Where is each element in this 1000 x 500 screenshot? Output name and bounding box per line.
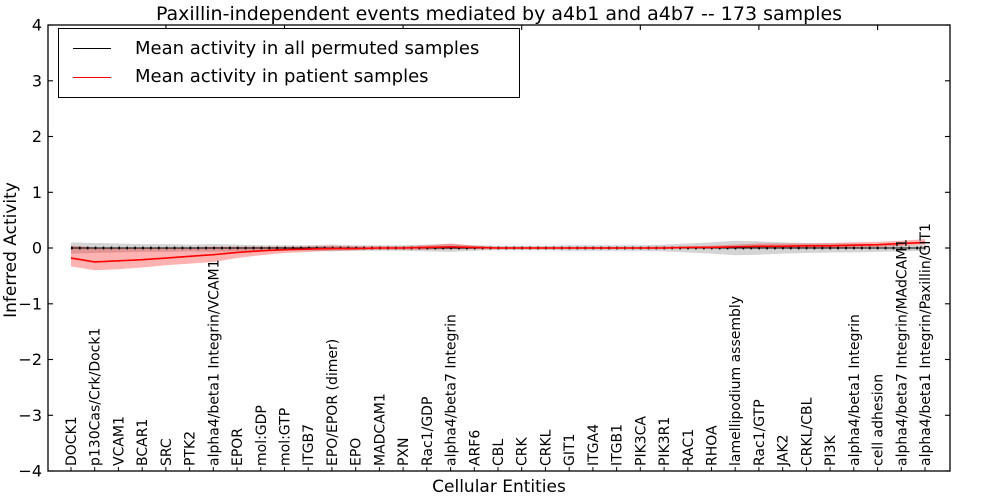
patient-line-swatch-icon [73,76,111,78]
x-tick-label: ITGB7 [301,424,317,466]
x-tick-label: SRC [159,438,175,466]
x-tick-label: alpha4/beta7 Integrin [444,314,460,466]
y-tick-label: −1 [18,294,42,313]
y-tick-label: 4 [32,16,42,35]
legend-label-permuted: Mean activity in all permuted samples [135,37,480,59]
x-tick-label: BCAR1 [135,419,151,466]
y-tick-label: 3 [32,71,42,90]
x-tick-label: PIK3R1 [657,417,673,466]
x-tick-label: mol:GDP [254,405,270,466]
x-tick-label: Rac1/GTP [752,399,768,466]
x-tick-label: PI3K [823,435,839,466]
x-tick-label: VCAM1 [111,416,127,466]
x-tick-label: alpha4/beta1 Integrin/Paxillin/GIT1 [918,223,934,466]
y-tick-label: 1 [32,183,42,202]
patient-mean-line [70,241,926,263]
x-tick-label: CBL [491,439,507,466]
y-tick-label: −3 [18,406,42,425]
x-tick-label: alpha4/beta7 Integrin/MAdCAM1 [894,239,910,466]
x-tick-label: JAK2 [776,434,792,467]
x-tick-label: alpha4/beta1 Integrin [847,314,863,466]
x-tick-label: CRK [515,436,531,466]
x-tick-label: mol:GTP [278,408,294,466]
x-tick-label: RAC1 [681,429,697,466]
x-tick-label: PTK2 [183,431,199,466]
x-tick-label: lamellipodium assembly [728,296,744,466]
x-tick-label: DOCK1 [64,416,80,466]
legend: Mean activity in all permuted samples Me… [58,28,520,98]
x-tick-label: ITGB1 [610,424,626,466]
x-tick-label: CRKL [538,429,554,466]
x-tick-label: CRKL/CBL [799,397,815,466]
y-tick-label: 2 [32,127,42,146]
permuted-line-swatch-icon [73,48,111,50]
legend-item-permuted: Mean activity in all permuted samples [73,37,519,59]
chart-title: Paxillin-independent events mediated by … [155,3,843,25]
x-tick-label: GIT1 [562,434,578,466]
x-tick-label: PXN [396,437,412,466]
y-tick-label: 0 [32,239,42,258]
x-tick-label: alpha4/beta1 Integrin/VCAM1 [206,260,222,467]
x-tick-label: p130Cas/Crk/Dock1 [88,328,104,466]
x-tick-label: EPO/EPOR (dimer) [325,339,341,466]
x-tick-label: Rac1/GDP [420,397,436,466]
x-axis-label: Cellular Entities [432,477,566,497]
x-tick-label: EPOR [230,428,246,466]
legend-item-patient: Mean activity in patient samples [73,68,519,86]
x-tick-label: ITGA4 [586,424,602,466]
x-tick-label: PIK3CA [633,416,649,466]
y-tick-label: −4 [18,462,42,481]
x-tick-label: EPO [349,438,365,466]
x-tick-label: cell adhesion [871,374,887,466]
x-tick-label: ARF6 [467,430,483,466]
x-tick-label: RHOA [705,425,721,466]
legend-label-patient: Mean activity in patient samples [135,66,429,88]
x-tick-label: MADCAM1 [372,393,388,466]
y-tick-label: −2 [18,350,42,369]
patient-band [71,239,925,271]
